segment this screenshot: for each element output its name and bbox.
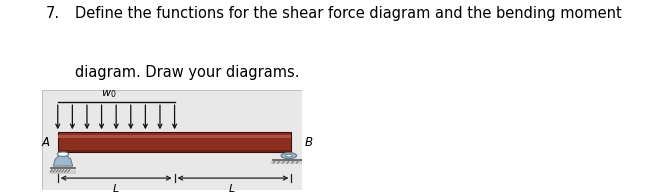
Text: A: A (42, 136, 49, 149)
Bar (58, 150, 291, 152)
Circle shape (57, 152, 69, 156)
Text: Define the functions for the shear force diagram and the bending moment: Define the functions for the shear force… (75, 6, 621, 21)
Bar (271, 161, 307, 164)
Bar (58, 135, 291, 138)
Text: 7.: 7. (45, 6, 60, 21)
Text: diagram. Draw your diagrams.: diagram. Draw your diagrams. (75, 65, 299, 80)
Text: B: B (304, 136, 312, 149)
Circle shape (281, 153, 297, 159)
Text: $\dfrac{L}{2}$: $\dfrac{L}{2}$ (228, 182, 238, 192)
Text: $w_0$: $w_0$ (101, 89, 116, 100)
Polygon shape (53, 152, 73, 166)
Text: $\dfrac{L}{2}$: $\dfrac{L}{2}$ (112, 182, 121, 192)
Bar (51, 170, 76, 174)
Bar (58, 132, 291, 152)
Circle shape (286, 154, 292, 157)
